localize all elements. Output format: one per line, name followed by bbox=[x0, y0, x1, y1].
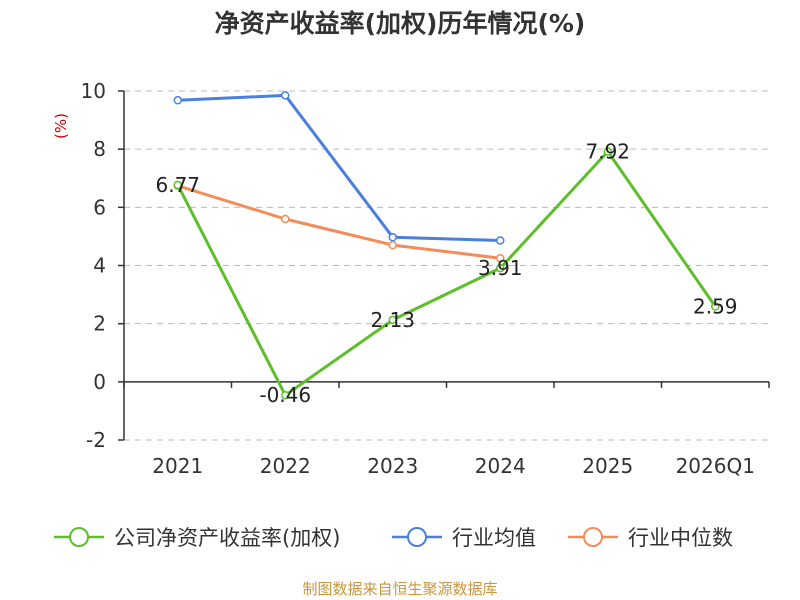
y-tick-label: -2 bbox=[86, 428, 106, 452]
x-tick-label: 2026Q1 bbox=[676, 454, 755, 478]
x-tick-label: 2021 bbox=[152, 454, 203, 478]
data-label: 6.77 bbox=[155, 173, 200, 197]
data-point bbox=[388, 315, 397, 325]
legend-item-1: 行业均值 bbox=[392, 526, 536, 550]
legend-label: 公司净资产收益率(加权) bbox=[114, 526, 340, 550]
source-footer: 制图数据来自恒生聚源数据库 bbox=[302, 580, 497, 598]
data-point bbox=[281, 390, 290, 400]
series-line-0 bbox=[176, 150, 717, 397]
y-tick-label: 8 bbox=[93, 137, 106, 161]
x-tick-label: 2025 bbox=[582, 454, 633, 478]
y-tick-label: 0 bbox=[93, 370, 106, 394]
grid-layer bbox=[124, 90, 769, 441]
legend-item-2: 行业中位数 bbox=[568, 526, 733, 550]
data-label: 3.91 bbox=[478, 256, 523, 280]
data-point bbox=[496, 263, 505, 273]
legend: 公司净资产收益率(加权) 行业均值 行业中位数 bbox=[54, 526, 733, 550]
series-line-2 bbox=[177, 184, 501, 260]
legend-label: 行业均值 bbox=[452, 526, 536, 550]
data-label-layer: 6.77 -0.46 2.13 3.91 7.92 2.59 bbox=[155, 139, 737, 407]
data-point bbox=[173, 96, 182, 105]
chart-title: 净资产收益率(加权)历年情况(%) bbox=[215, 9, 586, 38]
data-point bbox=[496, 253, 505, 263]
legend-label: 行业中位数 bbox=[628, 526, 733, 550]
data-point bbox=[603, 147, 612, 156]
y-tick-label: 2 bbox=[93, 312, 106, 336]
data-point bbox=[388, 233, 397, 242]
data-point bbox=[281, 214, 290, 224]
series-layer bbox=[173, 91, 720, 400]
legend-swatch-marker bbox=[583, 527, 603, 547]
y-tick-label: 4 bbox=[93, 254, 106, 278]
legend-item-0: 公司净资产收益率(加权) bbox=[54, 526, 340, 550]
axis-layer: -2 0 2 4 6 8 10 2021 2022 2023 2024 2025 2026Q1 bbox=[81, 79, 770, 478]
y-tick-label: 10 bbox=[81, 79, 106, 103]
y-axis-label: (%) bbox=[52, 113, 70, 139]
series-line-1 bbox=[177, 93, 501, 242]
data-label: 2.13 bbox=[370, 308, 415, 332]
data-point bbox=[711, 302, 720, 311]
data-label: 7.92 bbox=[585, 139, 630, 163]
data-point bbox=[496, 236, 505, 245]
x-tick-label: 2022 bbox=[260, 454, 311, 478]
legend-swatch-marker bbox=[69, 527, 89, 547]
data-point bbox=[281, 91, 290, 100]
y-tick-label: 6 bbox=[93, 195, 106, 219]
data-point bbox=[173, 180, 182, 190]
data-label: -0.46 bbox=[259, 383, 311, 407]
x-tick-label: 2023 bbox=[367, 454, 418, 478]
data-label: 2.59 bbox=[693, 295, 738, 319]
legend-swatch-marker bbox=[407, 527, 427, 547]
x-tick-label: 2024 bbox=[475, 454, 526, 478]
data-point bbox=[388, 240, 397, 250]
